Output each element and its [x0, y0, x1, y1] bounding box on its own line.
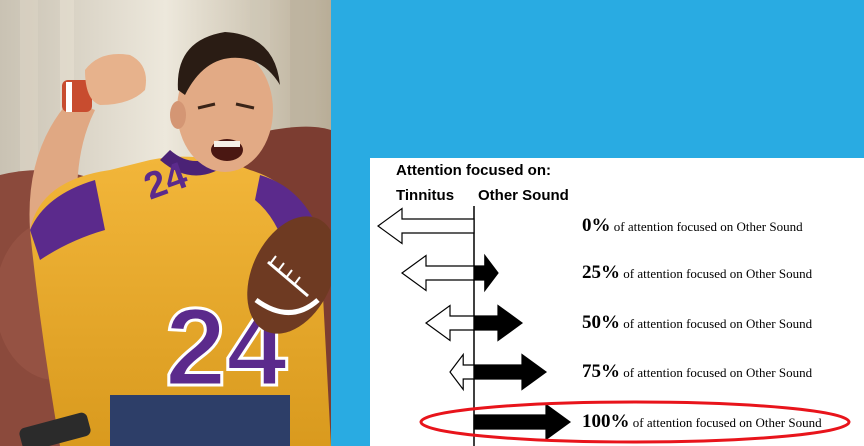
- diagram-title: Attention focused on:: [396, 162, 551, 179]
- row-4-percent: 100%: [582, 411, 630, 432]
- jeans: [110, 395, 290, 446]
- fist: [85, 54, 146, 105]
- tinnitus-arrow-3: [449, 352, 475, 392]
- face: [177, 48, 273, 172]
- other-sound-arrow-2: [473, 304, 524, 342]
- row-1-caption: of attention focused on Other Sound: [620, 266, 813, 281]
- attention-diagram: Attention focused on: Tinnitus Other Sou…: [370, 158, 864, 446]
- row-2-text: 50% of attention focused on Other Sound: [582, 312, 812, 334]
- jersey: [30, 156, 331, 446]
- tinnitus-arrow-0: [376, 207, 475, 245]
- row-0-text: 0% of attention focused on Other Sound: [582, 215, 803, 237]
- row-3-percent: 75%: [582, 361, 620, 382]
- football-icon: [247, 216, 331, 334]
- row-0-caption: of attention focused on Other Sound: [610, 219, 803, 234]
- other-sound-label: Other Sound: [478, 187, 569, 204]
- tinnitus-arrow-1: [400, 254, 475, 292]
- row-1-percent: 25%: [582, 262, 620, 283]
- other-sound-arrow-3: [473, 353, 548, 391]
- tinnitus-label: Tinnitus: [396, 187, 455, 204]
- hair: [177, 32, 280, 95]
- football-fan-photo: 24 24: [0, 0, 331, 446]
- row-1-text: 25% of attention focused on Other Sound: [582, 262, 812, 284]
- other-sound-arrow-4: [473, 403, 572, 441]
- tinnitus-arrow-2: [424, 304, 475, 342]
- row-4-caption: of attention focused on Other Sound: [629, 415, 822, 430]
- row-4-text: 100% of attention focused on Other Sound: [582, 411, 822, 433]
- row-3-caption: of attention focused on Other Sound: [620, 365, 813, 380]
- row-2-percent: 50%: [582, 312, 620, 333]
- arrow-scale: [376, 206, 851, 446]
- other-sound-arrow-1: [473, 253, 499, 293]
- highlight-ellipse: [419, 400, 851, 444]
- row-3-text: 75% of attention focused on Other Sound: [582, 361, 812, 383]
- row-0-percent: 0%: [582, 215, 611, 236]
- remote-control: [19, 412, 91, 446]
- row-2-caption: of attention focused on Other Sound: [620, 316, 813, 331]
